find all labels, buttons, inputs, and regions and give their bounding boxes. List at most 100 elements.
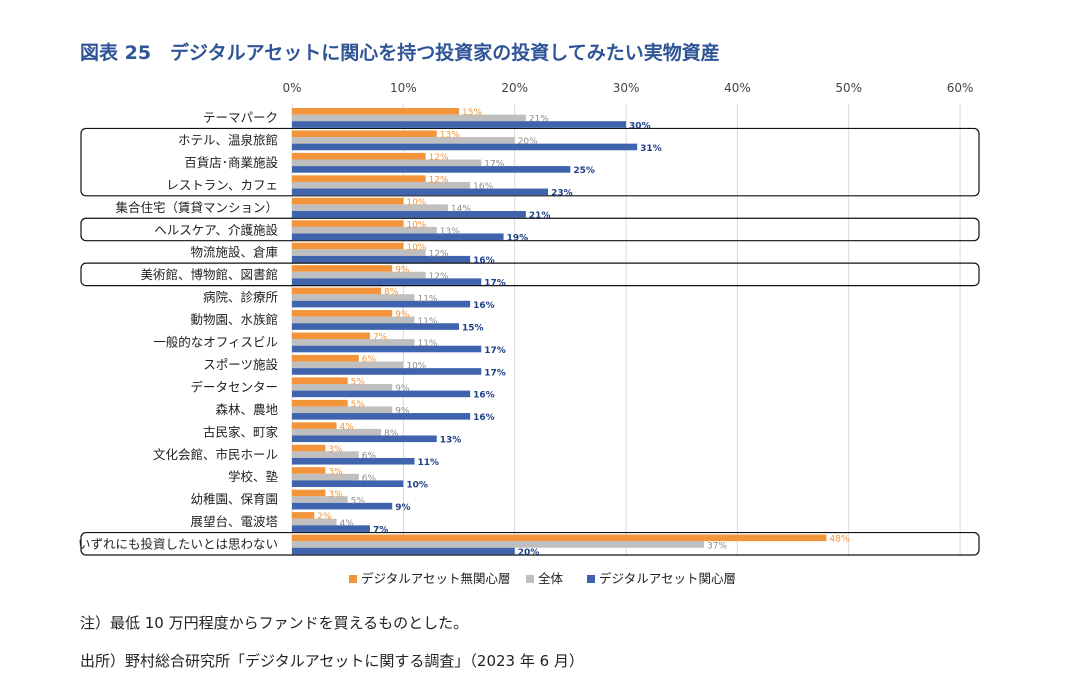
bar-value-label: 3%: [328, 490, 343, 500]
bar: [292, 541, 704, 548]
bar-value-label: 21%: [529, 211, 551, 221]
category-label: 学校、塾: [228, 469, 278, 484]
bar: [292, 121, 627, 128]
bar: [292, 255, 471, 263]
category-label: ホテル、温泉旅館: [178, 132, 278, 147]
footnote: 注）最低 10 万円程度からファンドを買えるものとした。: [80, 614, 469, 632]
bar-value-label: 20%: [518, 548, 540, 558]
category-label: 森林、農地: [215, 402, 278, 417]
category-label: スポーツ施設: [203, 357, 278, 372]
bar: [292, 300, 471, 308]
bar-value-label: 3%: [328, 445, 343, 455]
bar-value-label: 17%: [484, 278, 506, 288]
category-label: テーマパーク: [203, 110, 278, 125]
bar: [292, 547, 515, 555]
bar: [292, 271, 426, 279]
bar-value-label: 5%: [351, 400, 366, 410]
highlight-boxes: [80, 127, 980, 556]
bar: [292, 451, 359, 458]
bar-value-label: 8%: [384, 288, 399, 298]
category-label: 幼稚園、保育園: [190, 492, 278, 507]
bar: [292, 226, 437, 234]
bar: [292, 152, 426, 160]
category-label: ヘルスケア、介護施設: [154, 222, 278, 237]
legend-swatch: [587, 575, 595, 583]
bar-value-label: 13%: [440, 227, 460, 237]
category-label: 展望台、電波塔: [190, 514, 278, 529]
bar: [292, 534, 827, 542]
legend-swatch: [526, 575, 534, 583]
source-note: 出所）野村総合研究所「デジタルアセットに関する調査」（2023 年 6 月）: [80, 652, 584, 670]
legend-label: デジタルアセット無関心層: [361, 571, 511, 586]
bar-value-label: 4%: [340, 422, 355, 432]
bar-value-label: 21%: [529, 115, 549, 125]
bar-value-label: 3%: [328, 467, 343, 477]
chart-title: 図表 25 デジタルアセットに関心を持つ投資家の投資してみたい実物資産: [80, 42, 720, 64]
legend-swatch: [349, 575, 357, 583]
bar: [292, 316, 415, 324]
x-tick-label: 60%: [947, 81, 974, 95]
bar-value-label: 10%: [406, 243, 426, 253]
bar-value-label: 30%: [629, 121, 651, 131]
bar: [292, 287, 382, 295]
bar-value-label: 31%: [640, 144, 662, 154]
bar-value-label: 8%: [384, 429, 399, 439]
bar-value-label: 12%: [429, 249, 449, 259]
bar-value-label: 9%: [395, 265, 410, 275]
bar-value-label: 48%: [829, 535, 849, 545]
bar: [292, 413, 471, 420]
bar: [292, 428, 382, 436]
bar: [292, 166, 571, 173]
bar-value-label: 23%: [551, 189, 573, 199]
bar-value-label: 16%: [473, 413, 495, 423]
category-label: 病院、診療所: [203, 290, 278, 305]
category-label: 物流施設、倉庫: [190, 245, 278, 260]
bar-value-label: 4%: [340, 519, 355, 529]
highlight-box: [80, 127, 980, 197]
bar-value-label: 12%: [429, 272, 449, 282]
category-label: 動物園、水族館: [190, 312, 278, 327]
bar: [292, 278, 482, 285]
bar: [292, 345, 482, 353]
highlight-box: [80, 531, 980, 556]
bar-value-label: 9%: [395, 310, 410, 320]
bar: [292, 512, 315, 519]
x-tick-label: 50%: [835, 81, 862, 95]
category-label: レストラン、カフェ: [166, 177, 278, 192]
x-axis-ticks: 0% 10% 20% 30% 40% 50% 60%: [282, 81, 973, 95]
x-tick-label: 40%: [724, 81, 751, 95]
bar: [292, 390, 471, 398]
bar: [292, 294, 415, 301]
bar-value-label: 9%: [395, 384, 410, 394]
bar-value-label: 20%: [518, 137, 538, 147]
bar-value-label: 2%: [317, 512, 332, 522]
bar-value-label: 11%: [417, 458, 439, 468]
bar: [292, 265, 393, 272]
bar: [292, 211, 526, 218]
bar: [292, 188, 549, 196]
bar-value-label: 10%: [406, 362, 426, 372]
bar-value-label: 19%: [507, 234, 529, 244]
bar: [292, 310, 393, 317]
bar: [292, 204, 448, 211]
bar: [292, 473, 359, 481]
bar-value-label: 16%: [473, 182, 493, 192]
bar-value-label: 12%: [429, 175, 449, 185]
bar-value-label: 13%: [440, 131, 460, 141]
bar-value-label: 7%: [373, 525, 388, 535]
bar: [292, 489, 326, 497]
bar-value-label: 6%: [362, 355, 377, 365]
category-label: 百貨店･商業施設: [184, 155, 278, 170]
bar-value-label: 10%: [406, 198, 426, 208]
bar-value-label: 15%: [462, 108, 482, 118]
bar: [292, 399, 348, 407]
bar: [292, 502, 393, 510]
bar: [292, 480, 404, 487]
category-label: データセンター: [190, 379, 278, 394]
bar: [292, 435, 437, 443]
bar-value-label: 10%: [406, 220, 426, 230]
bar-value-label: 16%: [473, 256, 495, 266]
bar-value-label: 25%: [573, 166, 595, 176]
bar-value-label: 14%: [451, 205, 471, 215]
bar: [292, 130, 437, 138]
